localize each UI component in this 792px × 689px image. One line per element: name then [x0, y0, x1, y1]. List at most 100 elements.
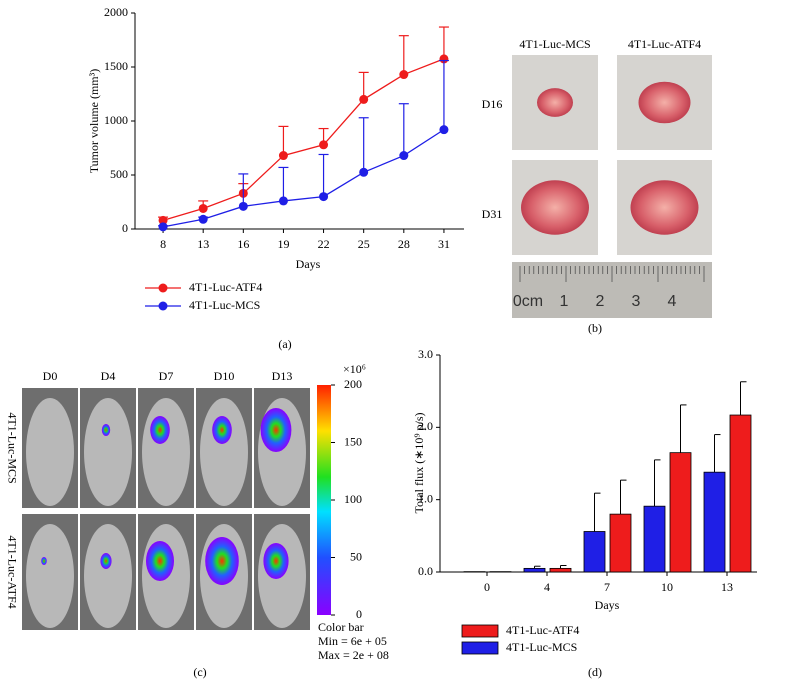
x-tick-label: 13 — [721, 580, 733, 594]
bar — [523, 567, 546, 573]
y-tick-label: 0.0 — [418, 564, 433, 578]
data-point — [399, 151, 409, 161]
data-point — [238, 201, 248, 211]
x-tick-label: 25 — [358, 237, 370, 251]
x-tick-label: 13 — [197, 237, 209, 251]
x-tick-label: 22 — [318, 237, 330, 251]
legend-label: 4T1-Luc-ATF4 — [189, 280, 262, 294]
bar — [703, 471, 726, 573]
signal — [205, 537, 239, 585]
data-point — [158, 222, 168, 232]
row-label: 4T1-Luc-ATF4 — [5, 535, 19, 608]
signal — [212, 416, 232, 444]
day-label: D7 — [159, 369, 174, 383]
y-tick-label: 2.0 — [418, 419, 433, 433]
x-tick-label: 16 — [237, 237, 249, 251]
signal — [146, 541, 174, 581]
colorbar-tick-label: 150 — [344, 434, 362, 448]
bar — [643, 505, 666, 573]
x-tick-label: 10 — [661, 580, 673, 594]
data-point — [319, 140, 329, 150]
signal — [41, 557, 47, 565]
panel-label: (b) — [588, 321, 602, 335]
data-point — [439, 54, 449, 64]
signal — [101, 424, 111, 436]
colorbar-tick-label: 0 — [356, 607, 362, 621]
panel-label: (d) — [588, 665, 602, 679]
data-point — [198, 203, 208, 213]
y-tick-label: 1000 — [104, 113, 128, 127]
y-tick-label: 3.0 — [418, 347, 433, 361]
row-label: 4T1-Luc-MCS — [5, 412, 19, 483]
column-label: 4T1-Luc-MCS — [519, 37, 590, 51]
legend-marker — [461, 624, 499, 638]
legend-label: 4T1-Luc-ATF4 — [506, 623, 579, 637]
colorbar-tick-label: 200 — [344, 377, 362, 391]
colorbar-min: Min = 6e + 05 — [318, 634, 387, 648]
bar — [549, 567, 572, 573]
column-label: 4T1-Luc-ATF4 — [628, 37, 701, 51]
x-tick-label: 4 — [544, 580, 550, 594]
colorbar-tick-label: 100 — [344, 492, 362, 506]
day-label: D4 — [101, 369, 116, 383]
mouse-body — [142, 398, 190, 506]
data-point — [399, 70, 409, 80]
y-tick-label: 2000 — [104, 5, 128, 19]
ruler-label: 1 — [560, 293, 569, 310]
legend-marker — [461, 641, 499, 655]
series-line — [162, 58, 445, 221]
tumor — [521, 180, 589, 235]
data-point — [359, 94, 369, 104]
x-tick-label: 19 — [277, 237, 289, 251]
mouse-body — [26, 524, 74, 628]
data-point — [198, 214, 208, 224]
panel-label: (a) — [278, 337, 291, 351]
day-label: D10 — [214, 369, 235, 383]
x-axis-label: Days — [595, 598, 620, 612]
bar — [609, 513, 632, 573]
colorbar-title: Color bar — [318, 620, 364, 634]
signal — [100, 553, 112, 569]
data-point — [278, 151, 288, 161]
colorbar-unit: ×10⁶ — [343, 362, 366, 376]
legend-label: 4T1-Luc-MCS — [506, 640, 577, 654]
ruler-label: 4 — [668, 293, 677, 310]
mouse-body — [84, 524, 132, 628]
x-tick-label: 28 — [398, 237, 410, 251]
bar — [583, 531, 606, 573]
y-axis-label: Total flux (∗10⁹ p/s) — [412, 412, 426, 513]
signal — [263, 543, 289, 579]
data-point — [319, 192, 329, 202]
x-tick-label: 0 — [484, 580, 490, 594]
signal — [150, 416, 170, 444]
x-tick-label: 8 — [160, 237, 166, 251]
signal — [260, 408, 292, 452]
mouse-body — [84, 398, 132, 506]
day-label: D13 — [272, 369, 293, 383]
data-point — [439, 125, 449, 135]
data-point — [359, 167, 369, 177]
colorbar — [317, 385, 331, 615]
row-label: D31 — [482, 207, 503, 221]
colorbar-tick-label: 50 — [350, 549, 362, 563]
row-label: D16 — [482, 97, 503, 111]
mouse-body — [26, 398, 74, 506]
ruler-label: 0cm — [513, 293, 543, 310]
ruler-label: 2 — [596, 293, 605, 310]
x-axis-label: Days — [296, 257, 321, 271]
x-tick-label: 31 — [438, 237, 450, 251]
y-tick-label: 0 — [122, 221, 128, 235]
data-point — [158, 215, 168, 225]
y-tick-label: 1.0 — [418, 491, 433, 505]
panel-label: (c) — [193, 665, 206, 679]
data-point — [278, 196, 288, 206]
legend-marker — [158, 301, 168, 311]
bar — [729, 414, 752, 573]
x-tick-label: 7 — [604, 580, 610, 594]
bar — [669, 452, 692, 573]
tumor — [638, 81, 691, 124]
mouse-body — [200, 398, 248, 506]
legend-label: 4T1-Luc-MCS — [189, 298, 260, 312]
ruler-label: 3 — [632, 293, 641, 310]
